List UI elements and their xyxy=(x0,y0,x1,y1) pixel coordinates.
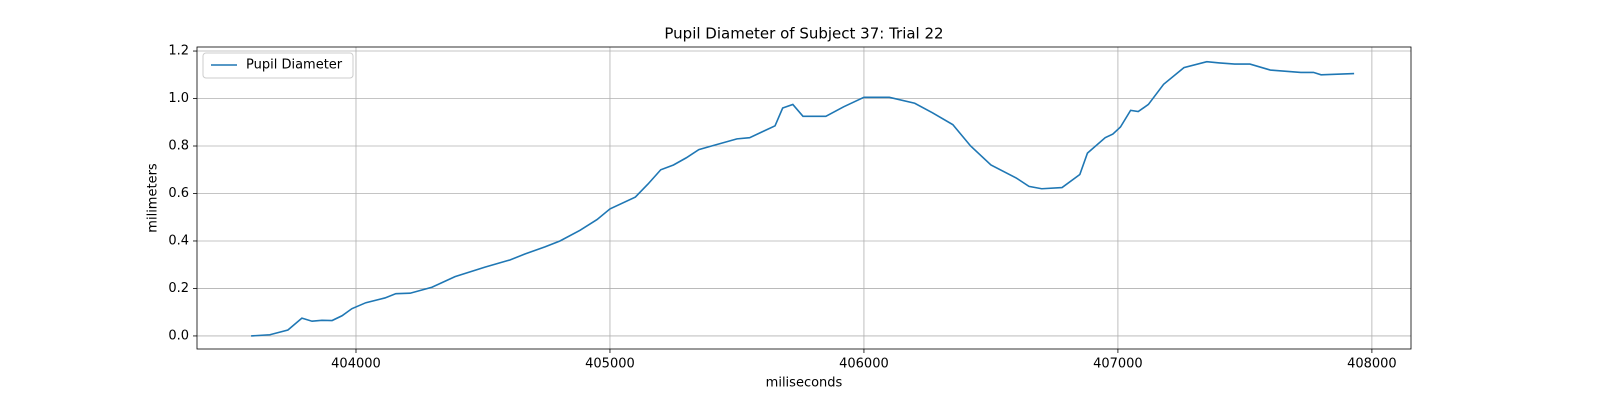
legend-label: Pupil Diameter xyxy=(246,58,343,73)
data-line xyxy=(251,60,1355,337)
x-tick-label: 405000 xyxy=(585,357,635,372)
chart-title: Pupil Diameter of Subject 37: Trial 22 xyxy=(664,25,943,43)
x-axis-label: miliseconds xyxy=(766,376,843,391)
y-tick-label: 0.6 xyxy=(168,186,189,201)
plot-frame xyxy=(196,46,1412,350)
legend-box xyxy=(202,52,354,79)
y-axis-label: milimeters xyxy=(146,163,161,233)
x-tick-label: 406000 xyxy=(839,357,889,372)
x-tick-label: 408000 xyxy=(1347,357,1397,372)
y-tick-label: 0.4 xyxy=(168,233,189,248)
legend: Pupil Diameter xyxy=(202,52,354,79)
y-tick-label: 0.0 xyxy=(168,328,189,343)
y-tick-label: 1.0 xyxy=(168,91,189,106)
y-tick-label: 0.8 xyxy=(168,139,189,154)
x-tick-label: 407000 xyxy=(1093,357,1143,372)
x-tick-label: 404000 xyxy=(331,357,381,372)
y-tick-label: 1.2 xyxy=(168,44,189,59)
y-tick-label: 0.2 xyxy=(168,281,189,296)
